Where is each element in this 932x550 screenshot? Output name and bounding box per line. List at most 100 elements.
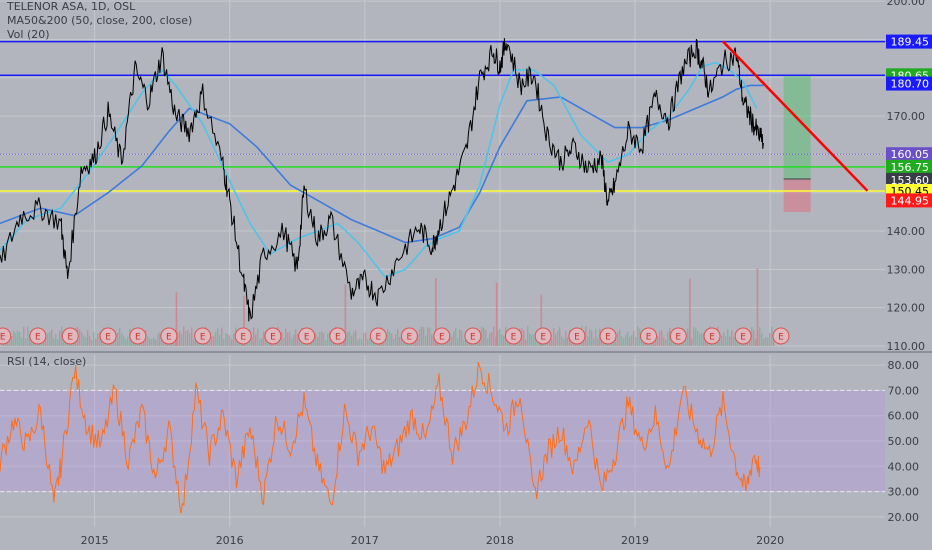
volume-bar (367, 338, 369, 346)
volume-bar (157, 333, 159, 346)
volume-bar (625, 334, 627, 346)
earnings-marker-icon: E (504, 327, 522, 345)
volume-bar (357, 339, 359, 346)
volume-bar (159, 332, 161, 346)
volume-bar (501, 334, 503, 346)
volume-bar (291, 338, 293, 346)
volume-bar (29, 334, 31, 346)
volume-bar (669, 327, 671, 346)
volume-bar (253, 327, 255, 346)
volume-bar (401, 338, 403, 346)
volume-bar (540, 294, 543, 346)
volume-bar (15, 333, 17, 346)
volume-bar (617, 332, 619, 346)
price-labels: 189.45180.65180.70160.05156.75153.60150.… (886, 34, 932, 208)
volume-bar (689, 278, 691, 346)
earnings-marker-label: E (0, 333, 6, 343)
volume-bar (191, 327, 193, 346)
volume-bar (265, 336, 267, 346)
volume-bar (87, 330, 89, 346)
volume-bar (125, 339, 127, 346)
volume-bar (467, 339, 469, 346)
volume-bar (81, 332, 83, 346)
volume-bar (217, 328, 219, 346)
volume-bar (431, 334, 433, 346)
earnings-marker-icon: E (160, 327, 178, 345)
volume-bar (769, 332, 771, 346)
volume-bar (593, 338, 595, 346)
earnings-marker-label: E (375, 333, 381, 343)
volume-bar (523, 330, 525, 346)
volume-bar (193, 339, 195, 346)
horizontal-levels (0, 40, 885, 192)
volume-bar (449, 336, 451, 346)
y-tick-label: 120.00 (887, 302, 926, 315)
rsi-tick-label: 60.00 (888, 410, 920, 423)
price-label-box (886, 159, 932, 174)
price-series (0, 38, 764, 322)
earnings-marker-label: E (335, 333, 341, 343)
earnings-marker-icon: E (640, 327, 658, 345)
volume-bar (229, 335, 231, 346)
price-label-box (886, 147, 932, 162)
volume-bar (591, 330, 593, 346)
earnings-marker-label: E (270, 333, 276, 343)
earnings-marker-circle (464, 327, 482, 345)
volume-bar (43, 338, 45, 346)
earnings-marker-circle (129, 327, 147, 345)
volume-bar (567, 337, 569, 346)
pane-separator (0, 351, 932, 353)
earnings-marker-circle (160, 327, 178, 345)
volume-bar (583, 338, 585, 346)
volume-bar (597, 338, 599, 346)
earnings-markers: EEEEEEEEEEEEEEEEEEEEEEEEE (0, 327, 790, 345)
volume-bar (483, 327, 485, 346)
volume-bar (459, 329, 461, 346)
volume-bar (393, 338, 395, 346)
volume-bar (23, 326, 25, 346)
volume-bar (55, 333, 57, 346)
volume-bar (721, 335, 723, 346)
volume-bar (415, 339, 417, 346)
rsi-tick-label: 30.00 (888, 486, 920, 499)
volume-bar (535, 336, 537, 346)
volume-bar (231, 339, 233, 346)
volume-bar (285, 328, 287, 346)
volume-bar (177, 332, 179, 346)
price-label: 144.95 (891, 194, 930, 207)
volume-bar (465, 335, 467, 346)
trend-line (721, 40, 869, 192)
volume-bar (491, 331, 493, 346)
earnings-marker-circle (534, 327, 552, 345)
volume-bar (631, 335, 633, 346)
volume-bar (527, 326, 529, 346)
y-tick-label: 200.00 (887, 0, 926, 8)
earnings-marker-circle (669, 327, 687, 345)
earnings-marker-circle (329, 327, 347, 345)
ma-legend: MA50&200 (50, close, 200, close) (7, 14, 193, 27)
x-tick-label: 2020 (756, 534, 784, 547)
earnings-marker-circle (734, 327, 752, 345)
price-label: 156.75 (891, 161, 930, 174)
volume-bar (187, 329, 189, 346)
earnings-marker-circle (433, 327, 451, 345)
earnings-marker-icon: E (29, 327, 47, 345)
volume-bar (557, 331, 559, 346)
volume-bar (589, 328, 591, 346)
volume-bar (627, 331, 629, 346)
volume-bar (703, 333, 705, 346)
earnings-marker-label: E (574, 333, 580, 343)
volume-bar (283, 338, 285, 346)
volume-bar (561, 336, 563, 346)
price-label-box (886, 34, 932, 49)
volume-bar (435, 278, 437, 346)
volume-bar (181, 333, 183, 346)
volume-bar (565, 331, 567, 346)
volume-bar (101, 338, 103, 346)
volume-bar (93, 331, 95, 346)
volume-bar (365, 332, 367, 346)
earnings-marker-label: E (646, 333, 652, 343)
volume-bar (233, 333, 235, 346)
volume-bar (767, 337, 769, 346)
